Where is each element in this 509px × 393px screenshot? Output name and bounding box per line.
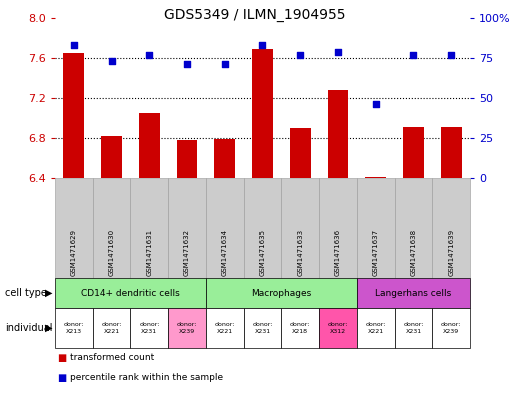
Text: Macrophages: Macrophages bbox=[251, 288, 312, 298]
Text: donor:
X213: donor: X213 bbox=[64, 322, 84, 334]
Point bbox=[372, 101, 380, 108]
Point bbox=[145, 51, 153, 58]
Text: GSM1471636: GSM1471636 bbox=[335, 229, 341, 276]
Text: donor:
X231: donor: X231 bbox=[139, 322, 159, 334]
Text: GSM1471637: GSM1471637 bbox=[373, 229, 379, 276]
Bar bbox=[403, 127, 424, 178]
Bar bbox=[64, 53, 84, 178]
Text: donor:
X231: donor: X231 bbox=[252, 322, 273, 334]
Text: ■: ■ bbox=[58, 373, 67, 383]
Point bbox=[296, 51, 304, 58]
Text: Langerhans cells: Langerhans cells bbox=[375, 288, 451, 298]
Text: GSM1471634: GSM1471634 bbox=[222, 229, 228, 276]
Text: GSM1471638: GSM1471638 bbox=[410, 229, 416, 276]
Text: GSM1471631: GSM1471631 bbox=[146, 229, 152, 276]
Point bbox=[183, 61, 191, 68]
Bar bbox=[290, 128, 310, 178]
Text: GSM1471635: GSM1471635 bbox=[260, 229, 266, 276]
Text: cell type: cell type bbox=[5, 288, 47, 298]
Point bbox=[334, 48, 342, 55]
Bar bbox=[365, 177, 386, 178]
Bar bbox=[328, 90, 348, 178]
Text: GSM1471633: GSM1471633 bbox=[297, 229, 303, 276]
Text: donor:
X312: donor: X312 bbox=[328, 322, 348, 334]
Point bbox=[221, 61, 229, 68]
Text: donor:
X239: donor: X239 bbox=[441, 322, 461, 334]
Point bbox=[259, 42, 267, 48]
Text: donor:
X221: donor: X221 bbox=[365, 322, 386, 334]
Text: GDS5349 / ILMN_1904955: GDS5349 / ILMN_1904955 bbox=[164, 8, 345, 22]
Text: donor:
X231: donor: X231 bbox=[403, 322, 423, 334]
Point bbox=[107, 58, 116, 64]
Text: donor:
X218: donor: X218 bbox=[290, 322, 310, 334]
Text: ▶: ▶ bbox=[45, 323, 52, 333]
Bar bbox=[214, 139, 235, 178]
Text: GSM1471632: GSM1471632 bbox=[184, 229, 190, 276]
Text: transformed count: transformed count bbox=[70, 353, 155, 362]
Text: GSM1471629: GSM1471629 bbox=[71, 229, 77, 276]
Bar bbox=[139, 113, 160, 178]
Text: ▶: ▶ bbox=[45, 288, 52, 298]
Point bbox=[447, 51, 455, 58]
Point bbox=[409, 51, 417, 58]
Text: GSM1471639: GSM1471639 bbox=[448, 229, 454, 276]
Text: CD14+ dendritic cells: CD14+ dendritic cells bbox=[81, 288, 180, 298]
Bar bbox=[101, 136, 122, 178]
Bar bbox=[177, 140, 197, 178]
Text: individual: individual bbox=[5, 323, 52, 333]
Text: donor:
X239: donor: X239 bbox=[177, 322, 197, 334]
Text: donor:
X221: donor: X221 bbox=[101, 322, 122, 334]
Point bbox=[70, 42, 78, 48]
Bar bbox=[252, 49, 273, 178]
Text: GSM1471630: GSM1471630 bbox=[108, 229, 115, 276]
Bar bbox=[441, 127, 462, 178]
Text: percentile rank within the sample: percentile rank within the sample bbox=[70, 373, 223, 382]
Text: ■: ■ bbox=[58, 353, 67, 363]
Text: donor:
X221: donor: X221 bbox=[215, 322, 235, 334]
